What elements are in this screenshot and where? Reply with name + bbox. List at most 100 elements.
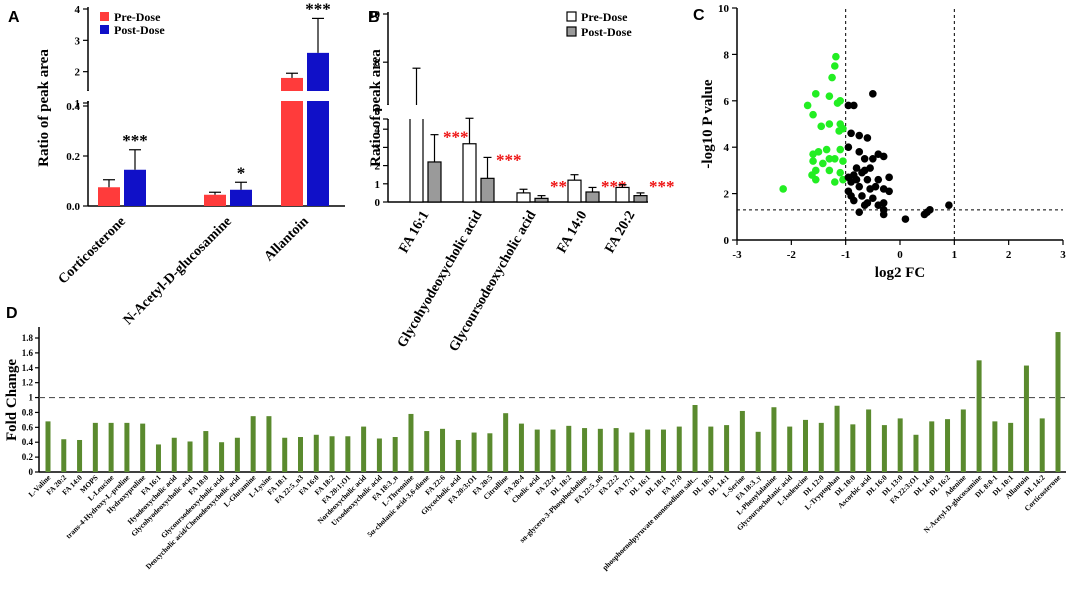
bar: [755, 431, 761, 472]
scatter-point-significant: [825, 155, 834, 163]
bar: [629, 432, 635, 472]
scatter-point-significant: [779, 185, 787, 193]
y-tick-label: 3: [75, 35, 81, 47]
bar: [739, 410, 745, 472]
bar: [1055, 332, 1061, 472]
significance-mark: *: [237, 163, 246, 182]
x-tick-label: 3: [1060, 249, 1066, 261]
bar-post: [480, 177, 495, 203]
bar: [61, 439, 67, 472]
scatter-point-significant: [828, 73, 836, 82]
scatter-point-nonsignificant: [852, 164, 861, 172]
bar: [140, 423, 146, 472]
x-axis-title: log2 FC: [875, 265, 925, 281]
legend-post: Post-Dose: [114, 23, 165, 37]
scatter-point-significant: [819, 159, 827, 168]
bar: [376, 438, 382, 472]
x-category-label: N-Acetyl-D-glucosamine: [121, 214, 235, 328]
y-tick-label: 5: [375, 106, 381, 118]
x-category-label: FA 16:1: [396, 209, 432, 256]
y-tick-label: 0.2: [22, 452, 34, 462]
legend-pre: Pre-Dose: [114, 10, 161, 24]
scatter-point-nonsignificant: [855, 148, 864, 156]
scatter-point-significant: [809, 110, 817, 119]
bar: [282, 437, 288, 472]
scatter-point-nonsignificant: [923, 208, 931, 216]
x-category-label: Corticosterone: [56, 214, 129, 287]
bar: [329, 436, 335, 472]
y-tick-label: 0.4: [66, 101, 80, 113]
scatter-point-significant: [817, 122, 826, 131]
y-tick-label: 2: [375, 161, 381, 173]
y-tick-label: 2: [75, 67, 81, 79]
x-tick-label: -3: [732, 249, 742, 261]
y-tick-label: 0: [29, 467, 34, 477]
bar: [219, 442, 225, 472]
scatter-point-nonsignificant: [879, 152, 888, 161]
y-tick-label: 0: [724, 235, 730, 247]
bar-post: [307, 52, 329, 206]
bar: [787, 426, 793, 472]
x-category-label: FA 20:2: [602, 209, 638, 256]
legend-swatch-post: [100, 25, 109, 34]
bar: [945, 419, 951, 472]
y-tick-label: 4: [75, 4, 81, 16]
y-tick-label: 1: [75, 98, 81, 110]
bar: [487, 433, 493, 472]
bar: [361, 426, 367, 472]
scatter-point-nonsignificant: [879, 210, 888, 219]
bar: [550, 429, 556, 472]
scatter-point-significant: [832, 52, 840, 61]
x-tick-label: 2: [1006, 249, 1012, 261]
bar-post: [534, 197, 549, 203]
scatter-point-nonsignificant: [869, 90, 877, 98]
y-tick-label: 0.6: [22, 422, 34, 432]
bar: [866, 409, 872, 472]
bar-post: [585, 191, 600, 203]
y-tick-label: 0.0: [66, 201, 80, 213]
scatter-point-significant: [831, 155, 839, 163]
scatter-point-significant: [836, 168, 845, 177]
bar: [897, 418, 903, 472]
panel-a: A 0.0 0.2 0.41 2 3 4 Ratio of peak area Pre-Dose…: [8, 0, 352, 328]
significance-mark: ***: [122, 131, 148, 150]
bar: [250, 416, 256, 472]
bar-pre: [409, 110, 424, 203]
scatter-point-nonsignificant: [874, 175, 883, 184]
y-tick-label: 2: [724, 189, 730, 201]
axis-break: [382, 105, 442, 119]
bar: [124, 422, 130, 472]
bar: [345, 436, 351, 472]
bar: [834, 405, 840, 472]
y-tick-label: 10: [369, 9, 381, 21]
significance-mark: ***: [649, 177, 675, 196]
bar: [187, 441, 193, 472]
scatter-point-nonsignificant: [847, 178, 855, 186]
bar: [1023, 365, 1029, 472]
bar: [692, 405, 698, 472]
bar-post: [124, 169, 146, 206]
bar: [660, 429, 666, 472]
significance-mark: ***: [496, 150, 522, 169]
panel-label-d: D: [6, 305, 18, 322]
bar-post: [633, 195, 648, 203]
scatter-point-nonsignificant: [863, 175, 872, 184]
bar: [77, 439, 83, 472]
bar: [45, 421, 51, 472]
bar: [771, 407, 777, 472]
y-tick-label: 1: [29, 393, 34, 403]
y-axis-title: Ratio of peak area: [368, 49, 384, 167]
y-tick-label: 0.4: [22, 437, 34, 447]
bar: [597, 428, 603, 472]
axis-break: [82, 91, 352, 101]
scatter-point-nonsignificant: [844, 101, 853, 110]
bar: [408, 413, 414, 472]
scatter-point-nonsignificant: [858, 168, 866, 177]
y-tick-label: 6: [375, 105, 381, 117]
scatter-point-nonsignificant: [855, 208, 864, 216]
bar: [171, 437, 177, 472]
bar: [960, 409, 966, 472]
scatter-point-nonsignificant: [869, 155, 877, 163]
y-tick-label: 1.4: [22, 363, 34, 373]
